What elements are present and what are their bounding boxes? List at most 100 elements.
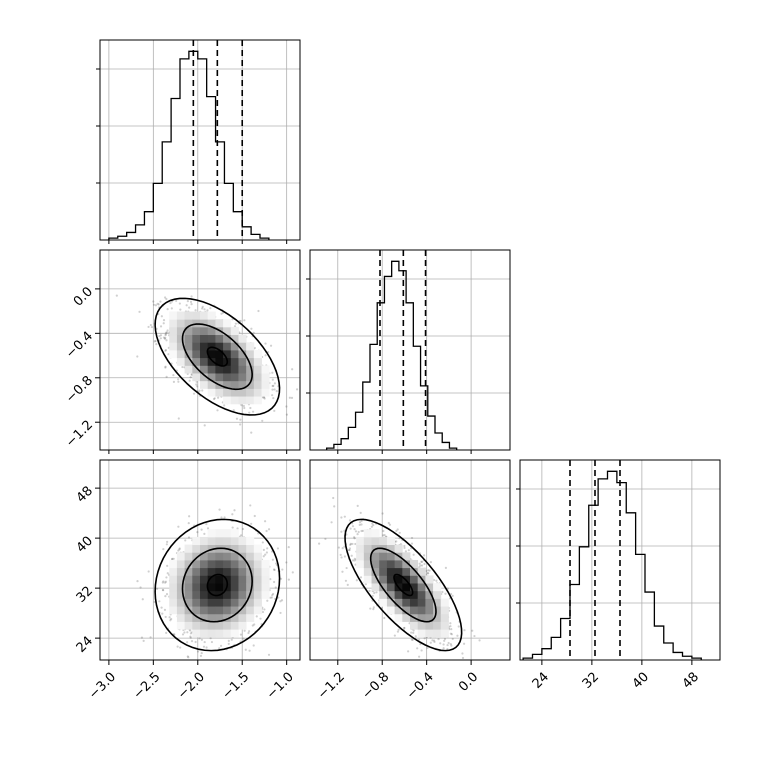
sample-point <box>139 586 142 589</box>
sample-point <box>428 569 431 572</box>
density-cell <box>363 544 372 553</box>
sample-point <box>141 598 144 601</box>
sample-point <box>181 365 184 369</box>
sample-point <box>280 599 284 602</box>
density-cell <box>356 552 365 561</box>
density-cell <box>417 606 426 615</box>
histogram-step-2 <box>522 470 702 660</box>
sample-point <box>248 411 251 414</box>
density-cell <box>223 319 232 328</box>
density-cell <box>176 350 186 359</box>
density-panel-1-2 <box>309 459 511 661</box>
density-cell <box>192 567 201 576</box>
sample-point <box>233 509 236 512</box>
sample-point <box>253 623 256 626</box>
y-tick-label: −1.2 <box>63 418 96 451</box>
sample-point <box>149 636 152 639</box>
density-cell <box>200 319 209 328</box>
sample-point <box>147 570 150 573</box>
sample-point <box>359 511 362 514</box>
sample-point <box>195 383 198 386</box>
density-cell <box>425 598 434 607</box>
density-cell <box>176 590 186 599</box>
density-cell <box>207 544 216 553</box>
density-cell <box>253 583 262 592</box>
density-cell <box>379 575 388 584</box>
sample-point <box>449 622 452 625</box>
density-cell <box>207 567 216 576</box>
density-cell <box>253 380 262 389</box>
density-cell <box>184 567 193 576</box>
density-cell <box>207 629 216 638</box>
sample-point <box>178 547 181 550</box>
density-cell <box>207 560 216 569</box>
contour-line-1 <box>181 547 253 623</box>
density-cell <box>410 575 419 584</box>
density-cell <box>356 536 365 546</box>
density-cell <box>176 575 186 584</box>
density-cell <box>402 613 411 622</box>
density-cell <box>230 529 239 538</box>
density-cell <box>223 590 232 599</box>
sample-point <box>202 645 206 648</box>
density-cell <box>215 575 224 584</box>
sample-point <box>435 579 438 582</box>
sample-point <box>164 331 168 334</box>
sample-point <box>343 555 347 558</box>
sample-point <box>159 325 163 328</box>
density-cell <box>200 583 209 592</box>
density-cell <box>246 365 255 374</box>
sample-point <box>273 580 276 584</box>
sample-point <box>262 548 265 551</box>
density-cell <box>238 567 247 576</box>
sample-point <box>172 380 176 383</box>
sample-point <box>264 342 267 345</box>
sample-point <box>291 571 294 574</box>
sample-point <box>184 539 187 542</box>
sample-point <box>178 302 181 305</box>
sample-point <box>186 655 189 658</box>
sample-point <box>420 564 424 567</box>
density-cell <box>192 334 201 343</box>
sample-point <box>371 522 374 525</box>
sample-point <box>186 631 189 634</box>
sample-point <box>410 536 414 540</box>
sample-point <box>170 307 173 310</box>
density-cell <box>192 621 201 630</box>
density-cell <box>223 529 232 538</box>
sample-point <box>442 647 445 650</box>
sample-point <box>348 547 352 550</box>
density-cell <box>184 357 193 366</box>
density-cell <box>246 396 255 405</box>
sample-point <box>354 542 357 546</box>
density-cell <box>223 567 232 576</box>
histogram-step-0 <box>108 50 270 240</box>
sample-point <box>188 515 191 518</box>
sample-point <box>364 583 367 586</box>
density-cell <box>230 621 239 630</box>
sample-point <box>359 576 363 579</box>
density-cell <box>253 365 262 374</box>
sample-point <box>273 388 276 391</box>
density-cell <box>230 613 239 622</box>
density-cell <box>223 334 232 343</box>
sample-point <box>203 424 206 427</box>
density-cell <box>192 629 201 638</box>
density-cell <box>184 590 193 599</box>
density-cell <box>379 560 388 569</box>
density-cell <box>261 590 270 599</box>
sample-point <box>271 394 274 397</box>
density-cell <box>215 357 224 366</box>
sample-point <box>158 600 161 603</box>
density-cell <box>215 536 224 546</box>
density-cell <box>215 583 224 592</box>
density-cell <box>215 365 224 374</box>
density-cell <box>386 560 396 569</box>
sample-point <box>324 537 327 541</box>
sample-point <box>393 634 396 637</box>
density-cell <box>410 560 419 569</box>
density-cell <box>176 598 186 607</box>
density-cell <box>200 598 209 607</box>
sample-point <box>450 644 453 647</box>
density-cell <box>184 560 193 569</box>
